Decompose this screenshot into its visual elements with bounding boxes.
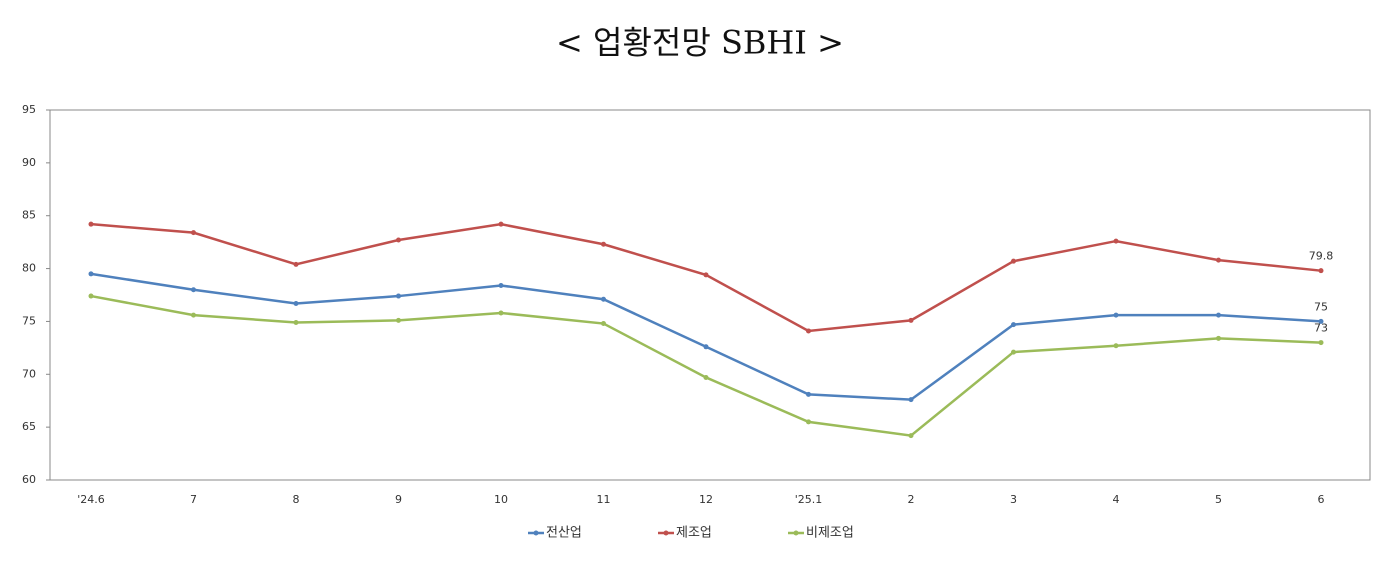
y-tick-label: 90: [22, 156, 36, 169]
y-tick-label: 75: [22, 314, 36, 327]
y-tick-label: 85: [22, 209, 36, 222]
x-tick-label: 8: [293, 493, 300, 506]
data-label: 75: [1314, 300, 1328, 313]
x-tick-label: 6: [1318, 493, 1325, 506]
series-line: [90, 294, 1322, 437]
legend-marker: [663, 530, 669, 536]
y-tick-label: 70: [22, 367, 36, 380]
point: [498, 310, 504, 316]
legend-marker: [533, 530, 539, 536]
point: [1011, 322, 1016, 328]
y-tick-label: 95: [22, 103, 36, 116]
point: [396, 237, 401, 243]
legend-label: 비제조업: [806, 526, 854, 541]
y-tick-label: 65: [22, 420, 36, 433]
point: [908, 317, 914, 323]
point: [1113, 312, 1119, 318]
x-tick-label: 2: [908, 493, 915, 506]
point: [293, 319, 299, 325]
legend-marker: [793, 530, 799, 536]
x-tick-label: 10: [494, 493, 508, 506]
point: [601, 241, 606, 247]
point: [908, 397, 914, 403]
point: [498, 282, 504, 288]
x-tick-label: '25.1: [795, 493, 823, 506]
chart-title: < 업황전망 SBHI >: [556, 24, 844, 62]
data-label: 73: [1314, 322, 1328, 335]
point: [1113, 238, 1119, 244]
point: [1216, 257, 1221, 263]
point: [806, 391, 811, 397]
y-tick-label: 80: [22, 262, 36, 275]
point: [601, 321, 606, 327]
point: [703, 272, 709, 278]
point: [396, 317, 401, 323]
plot-frame: [49, 109, 1371, 481]
point: [1011, 349, 1016, 355]
point: [293, 261, 299, 267]
point: [498, 221, 504, 227]
legend-label: 전산업: [546, 526, 582, 541]
x-tick-label: '24.6: [77, 493, 105, 506]
point: [88, 221, 94, 227]
point: [88, 293, 94, 299]
x-tick-label: 7: [190, 493, 197, 506]
x-tick-label: 4: [1113, 493, 1120, 506]
point: [1318, 340, 1324, 346]
point: [1216, 312, 1221, 318]
point: [1318, 268, 1324, 274]
point: [601, 296, 606, 302]
legend-label: 제조업: [676, 526, 712, 541]
point: [396, 293, 401, 299]
point: [1113, 343, 1119, 349]
x-tick-label: 11: [597, 493, 611, 506]
x-tick-label: 3: [1010, 493, 1017, 506]
x-tick-label: 5: [1215, 493, 1222, 506]
point: [191, 287, 196, 293]
point: [908, 433, 914, 439]
point: [806, 328, 811, 334]
data-label: 79.8: [1309, 250, 1334, 263]
point: [703, 344, 709, 350]
series-line: [90, 272, 1322, 401]
x-tick-label: 9: [395, 493, 402, 506]
point: [703, 374, 709, 380]
point: [1216, 335, 1221, 341]
point: [293, 300, 299, 306]
point: [806, 419, 811, 425]
point: [191, 312, 196, 318]
point: [1011, 258, 1016, 264]
point: [191, 230, 196, 236]
y-tick-label: 60: [22, 473, 36, 486]
point: [88, 271, 94, 277]
point: [1318, 318, 1324, 324]
x-tick-label: 12: [699, 493, 713, 506]
